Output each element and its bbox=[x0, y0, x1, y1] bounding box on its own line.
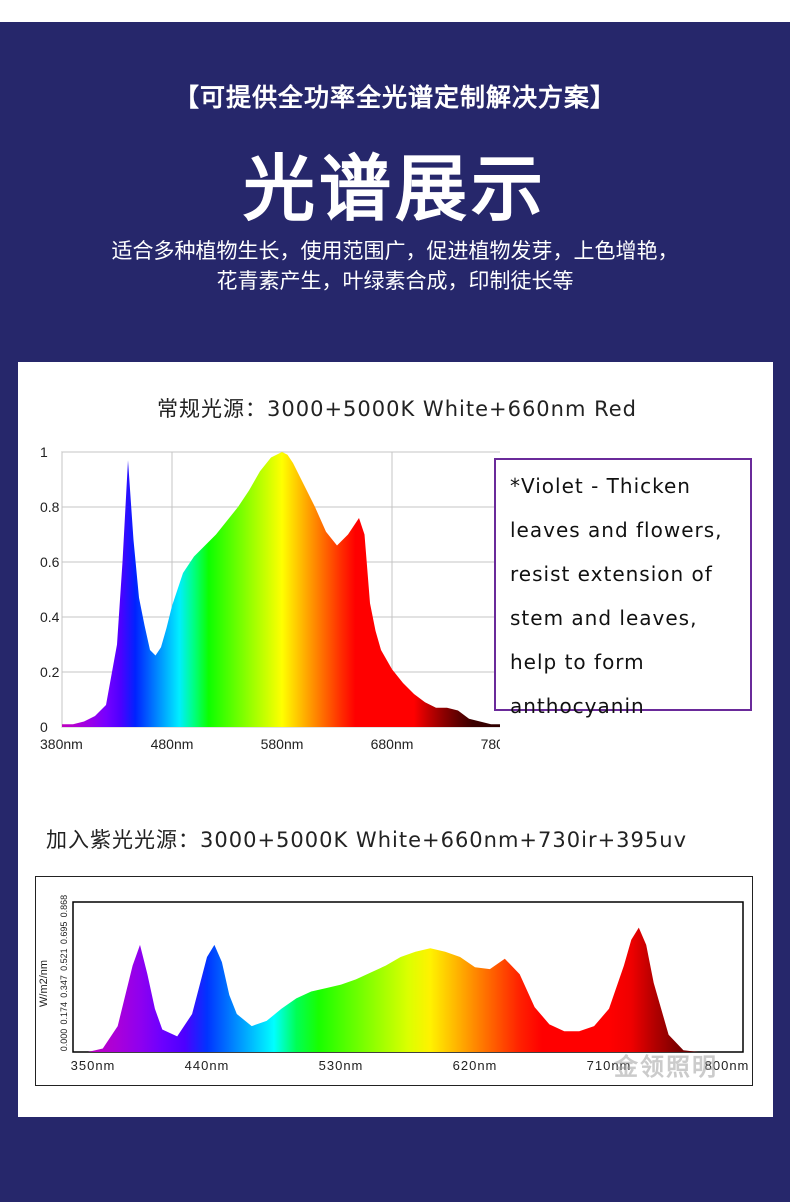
chart2-xtick-label: 530nm bbox=[319, 1058, 364, 1073]
chart2-series-area bbox=[73, 927, 743, 1052]
chart2-ytick-label: 0.521 bbox=[59, 948, 69, 971]
subtitle: 【可提供全功率全光谱定制解决方案】 bbox=[173, 83, 616, 112]
page-title: 光谱展示 bbox=[242, 147, 547, 231]
chart1-series-area bbox=[62, 452, 500, 727]
note-line-4: stem and leaves, bbox=[510, 606, 698, 630]
chart1-spectrum: 0 0.2 0.4 0.6 0.8 1 380nm 480nm 580nm 680nm 780nm bbox=[40, 444, 500, 752]
note-line-5: help to form bbox=[510, 650, 645, 674]
chart2-ytick-label: 0.000 bbox=[59, 1029, 69, 1052]
violet-note-box: *Violet - Thicken leaves and flowers, re… bbox=[494, 458, 752, 718]
chart2-xtick-label: 800nm bbox=[705, 1058, 750, 1073]
violet-note-text: *Violet - Thicken leaves and flowers, re… bbox=[510, 464, 750, 728]
chart2-xtick-label: 710nm bbox=[587, 1058, 632, 1073]
chart2-xtick-label: 620nm bbox=[453, 1058, 498, 1073]
chart1-xtick-label: 680nm bbox=[371, 736, 414, 752]
chart2-ytick-label: 0.868 bbox=[59, 895, 69, 918]
chart1-xtick-label: 780nm bbox=[481, 736, 500, 752]
chart2-title: 加入紫光光源：3000+5000K White+660nm+730ir+395u… bbox=[46, 828, 687, 852]
description-line-1: 适合多种植物生长，使用范围广，促进植物发芽，上色增艳， bbox=[111, 239, 679, 263]
chart1-ytick-label: 0.8 bbox=[40, 499, 60, 515]
chart2-spectrum: W/m2/nm 0.000 0.174 0.347 0.521 0.695 0.868 350… bbox=[35, 876, 753, 1086]
chart1-ytick-label: 0.6 bbox=[40, 554, 60, 570]
chart2-ytick-label: 0.695 bbox=[59, 922, 69, 945]
chart2-xtick-label: 350nm bbox=[71, 1058, 116, 1073]
chart2-xtick-label: 440nm bbox=[185, 1058, 230, 1073]
chart1-ytick-label: 0.4 bbox=[40, 609, 60, 625]
chart1-ytick-label: 1 bbox=[40, 444, 48, 460]
note-line-2: leaves and flowers, bbox=[510, 518, 723, 542]
chart1-ytick-label: 0 bbox=[40, 719, 48, 735]
chart1-ytick-label: 0.2 bbox=[40, 664, 60, 680]
chart2-ytick-label: 0.347 bbox=[59, 975, 69, 998]
watermark: 金领照明 bbox=[614, 1053, 718, 1081]
chart1-xtick-label: 380nm bbox=[40, 736, 83, 752]
chart1-xtick-label: 580nm bbox=[261, 736, 304, 752]
chart1-xtick-label: 480nm bbox=[151, 736, 194, 752]
note-line-1: *Violet - Thicken bbox=[510, 474, 691, 498]
description: 适合多种植物生长，使用范围广，促进植物发芽，上色增艳， 花青素产生，叶绿素合成，… bbox=[0, 236, 790, 296]
top-strip bbox=[0, 0, 790, 22]
note-line-3: resist extension of bbox=[510, 562, 713, 586]
note-line-6: anthocyanin bbox=[510, 694, 645, 718]
chart2-ytick-label: 0.174 bbox=[59, 1002, 69, 1025]
chart1-title: 常规光源：3000+5000K White+660nm Red bbox=[157, 397, 638, 421]
chart2-ylabel: W/m2/nm bbox=[38, 960, 50, 1007]
description-line-2: 花青素产生，叶绿素合成，印制徒长等 bbox=[216, 269, 574, 293]
